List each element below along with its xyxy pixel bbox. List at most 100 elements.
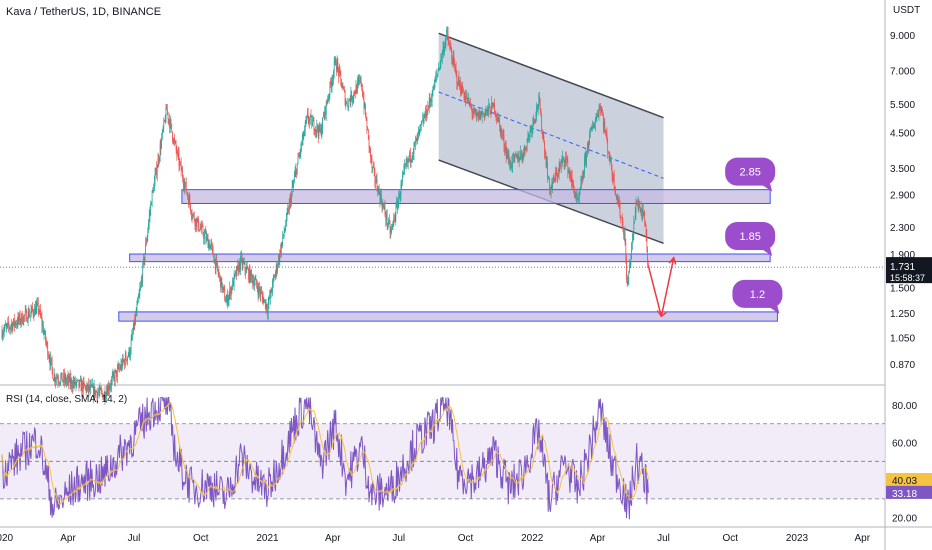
candle-body — [273, 276, 275, 279]
candle-body — [358, 79, 360, 81]
candle-body — [319, 124, 321, 131]
candle-body — [173, 138, 175, 143]
candle-body — [439, 67, 440, 69]
candle-body — [600, 106, 601, 110]
candle-body — [202, 226, 204, 235]
zone-callout-label-2: 1.2 — [750, 289, 765, 301]
zone-callout-bubble-2 — [732, 279, 783, 308]
candle-body — [375, 178, 377, 183]
candle-body — [101, 389, 102, 392]
candle-body — [384, 206, 386, 215]
candle-body — [186, 191, 188, 194]
candle-body — [646, 235, 648, 250]
candle-body — [106, 391, 108, 396]
candle-body — [318, 124, 320, 136]
candle-body — [272, 278, 274, 281]
candle-body — [253, 280, 255, 287]
candle-body — [152, 188, 154, 191]
candle-body — [265, 303, 267, 309]
candle-body — [353, 91, 355, 98]
candle-body — [497, 118, 498, 122]
candle-body — [579, 189, 581, 193]
candle-body — [455, 66, 456, 69]
candle-body — [167, 109, 168, 113]
candle-body — [177, 151, 179, 154]
candle-body — [217, 269, 219, 274]
candle-body — [79, 380, 80, 387]
projection-arrowhead — [668, 256, 677, 265]
candle-body — [460, 82, 461, 91]
candle-body — [114, 375, 115, 382]
candle-body — [442, 46, 444, 52]
candle-body — [516, 153, 518, 158]
candle-body — [558, 174, 559, 175]
candle-body — [621, 217, 622, 219]
candle-body — [282, 234, 284, 243]
candle-body — [444, 44, 445, 53]
candle-body — [360, 77, 362, 84]
candle-body — [481, 111, 482, 117]
candle-body — [333, 71, 334, 80]
candle-body — [133, 319, 135, 330]
candle-body — [378, 187, 379, 195]
candle-body — [168, 119, 170, 121]
candle-body — [526, 140, 528, 150]
candle-body — [470, 105, 472, 109]
candle-body — [93, 384, 94, 397]
candle-body — [39, 309, 41, 313]
candle-body — [619, 202, 621, 216]
candle-body — [308, 120, 310, 123]
candle-body — [587, 144, 589, 148]
candle-body — [189, 197, 191, 205]
candle-body — [610, 157, 611, 163]
candle-body — [465, 95, 467, 97]
candle-body — [103, 396, 104, 400]
candle-body — [543, 136, 545, 142]
price-projection — [647, 256, 677, 318]
candle-body — [383, 206, 385, 207]
candle-body — [326, 101, 328, 103]
zone-callout-bubble-0 — [725, 157, 776, 186]
candle-body — [328, 95, 330, 97]
candle-body — [13, 318, 14, 324]
candle-body — [277, 265, 278, 271]
candle-body — [180, 162, 182, 172]
candle-body — [194, 220, 196, 226]
candle-body — [637, 202, 639, 205]
candle-body — [156, 167, 158, 176]
candle-body — [545, 155, 547, 167]
candle-body — [341, 79, 342, 88]
candle-body — [531, 126, 533, 133]
candle-body — [250, 270, 252, 282]
candle-body — [560, 164, 561, 166]
candle-body — [534, 120, 535, 122]
candle-body — [575, 195, 577, 198]
candle-body — [489, 107, 491, 115]
candle-body — [320, 128, 321, 131]
candle-body — [478, 112, 479, 119]
candle-body — [252, 280, 254, 283]
candle-body — [388, 219, 389, 225]
zone-callout-label-1: 1.85 — [739, 231, 760, 243]
candle-body — [565, 157, 567, 160]
candle-body — [614, 188, 616, 190]
candle-body — [495, 114, 497, 116]
candle-body — [355, 85, 357, 94]
candle-body — [582, 175, 584, 180]
candle-body — [589, 129, 591, 134]
candle-body — [62, 380, 64, 382]
candle-body — [437, 71, 439, 74]
candle-body — [338, 67, 339, 77]
candle-body — [469, 103, 471, 105]
candle-body — [535, 115, 537, 120]
candle-body — [397, 201, 399, 209]
candle-body — [338, 69, 340, 77]
candle-body — [262, 296, 264, 304]
support-resistance-zones — [118, 189, 778, 322]
candle-body — [237, 265, 239, 267]
candle-body — [19, 314, 20, 320]
candle-body — [267, 309, 268, 314]
time-tick-label: 2021 — [256, 533, 279, 544]
candle-body — [627, 281, 629, 285]
